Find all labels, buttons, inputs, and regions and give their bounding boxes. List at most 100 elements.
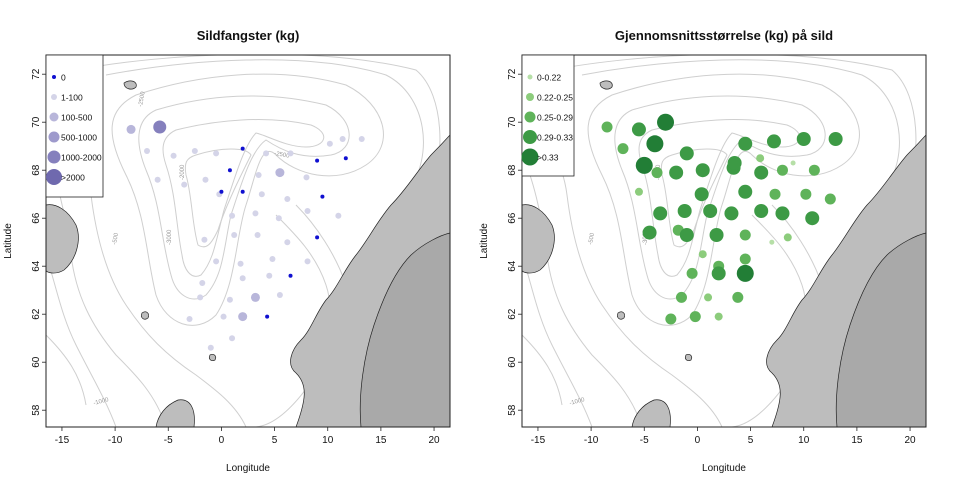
legend-label: >2000: [61, 173, 85, 183]
station-marker: [732, 291, 744, 303]
x-tick-label: -15: [55, 435, 70, 446]
y-tick-label: 68: [507, 164, 518, 176]
station-marker: [229, 335, 236, 342]
legend-label: >0.33: [537, 153, 559, 163]
legend-symbol: [521, 148, 539, 166]
right-map-ticks: -15 -10 -5 0 5 10 15 20 58 60 62 64 66 68 70 72: [507, 68, 916, 446]
station-marker: [694, 187, 709, 202]
station-marker: [287, 150, 294, 157]
station-marker: [207, 344, 214, 351]
station-marker: [275, 215, 282, 222]
station-marker: [754, 165, 769, 180]
left-x-axis-label: Longitude: [226, 463, 270, 474]
left-map-legend: 0 1-100 100-500 500-1000 1000-2000 >2000: [45, 54, 104, 198]
station-marker: [239, 275, 246, 282]
station-marker: [800, 188, 812, 200]
right-map-stations: [550, 113, 843, 325]
y-tick-label: 72: [31, 68, 42, 80]
x-tick-label: 0: [219, 435, 225, 446]
station-marker: [237, 260, 244, 267]
contour-labels: -2000 -3000 -500 -1000: [569, 164, 662, 407]
left-map-frame: [45, 54, 451, 428]
station-marker: [201, 236, 208, 243]
legend-symbol: [48, 131, 60, 143]
station-marker: [689, 311, 701, 323]
contour-label: -500: [588, 232, 596, 246]
legend-symbol: [52, 75, 56, 79]
x-tick-label: 15: [851, 435, 863, 446]
station-marker: [304, 258, 311, 265]
legend-label: 0-0.22: [537, 73, 561, 83]
station-marker: [783, 233, 792, 242]
station-marker: [343, 156, 348, 161]
x-tick-label: 10: [322, 435, 334, 446]
station-marker: [326, 140, 333, 147]
y-tick-label: 58: [507, 404, 518, 416]
station-marker: [202, 176, 209, 183]
station-marker: [358, 136, 365, 142]
station-marker: [766, 134, 781, 149]
station-marker: [254, 232, 261, 238]
y-tick-label: 66: [31, 212, 42, 224]
x-tick-label: 10: [798, 435, 810, 446]
right-map-basemap: -2000 -3000 -500 -1000: [522, 55, 926, 427]
station-marker: [646, 135, 664, 153]
x-tick-label: 5: [748, 435, 754, 446]
y-tick-label: 58: [31, 404, 42, 416]
station-marker: [199, 280, 206, 286]
station-marker: [665, 313, 677, 325]
y-tick-label: 72: [507, 68, 518, 80]
contour-label: -2500: [274, 151, 291, 160]
station-marker: [258, 191, 265, 198]
station-marker: [284, 239, 291, 246]
contour-label: -2000: [180, 164, 186, 180]
legend-symbol: [524, 111, 536, 123]
x-tick-label: 20: [428, 435, 440, 446]
contour-labels: -2500 -2000 -3000 -2500 -500 -1000: [93, 91, 290, 407]
station-marker: [703, 204, 718, 218]
station-marker: [754, 204, 769, 218]
station-marker: [265, 314, 270, 319]
station-marker: [686, 267, 698, 279]
station-marker: [154, 176, 161, 183]
y-tick-label: 70: [507, 116, 518, 128]
station-marker: [805, 211, 820, 226]
station-marker: [238, 312, 248, 322]
x-tick-label: 0: [695, 435, 701, 446]
y-tick-label: 68: [31, 164, 42, 176]
x-tick-label: -15: [531, 435, 546, 446]
station-marker: [724, 206, 739, 221]
station-marker: [695, 163, 710, 178]
station-marker: [229, 212, 236, 219]
legend-label: 100-500: [61, 113, 92, 123]
station-marker: [186, 316, 193, 322]
station-marker: [824, 193, 836, 205]
station-marker: [738, 184, 753, 199]
legend-symbol: [47, 150, 61, 164]
legend-label: 0.22-0.25: [537, 93, 573, 103]
station-marker: [635, 156, 653, 174]
station-marker: [739, 229, 751, 241]
station-marker: [679, 228, 694, 242]
legend-symbol: [51, 94, 57, 100]
station-marker: [669, 165, 684, 180]
station-marker: [303, 174, 310, 181]
station-marker: [736, 264, 754, 282]
station-marker: [651, 167, 663, 179]
right-map-legend: 0-0.22 0.22-0.25 0.25-0.29 0.29-0.33 >0.33: [521, 54, 575, 177]
station-marker: [269, 256, 276, 262]
legend-label: 1-100: [61, 93, 83, 103]
station-marker: [335, 212, 342, 219]
station-marker: [213, 258, 220, 265]
station-marker: [714, 312, 723, 321]
station-marker: [315, 158, 320, 163]
station-marker: [634, 187, 643, 196]
land-masses: [46, 80, 450, 427]
station-marker: [288, 273, 293, 278]
station-marker: [250, 292, 260, 302]
station-marker: [775, 206, 790, 221]
right-map-panel: -2000 -3000 -500 -1000 0-0: [479, 28, 927, 474]
station-marker: [698, 250, 707, 259]
land-masses: [522, 80, 926, 427]
right-map-frame: [521, 54, 927, 428]
